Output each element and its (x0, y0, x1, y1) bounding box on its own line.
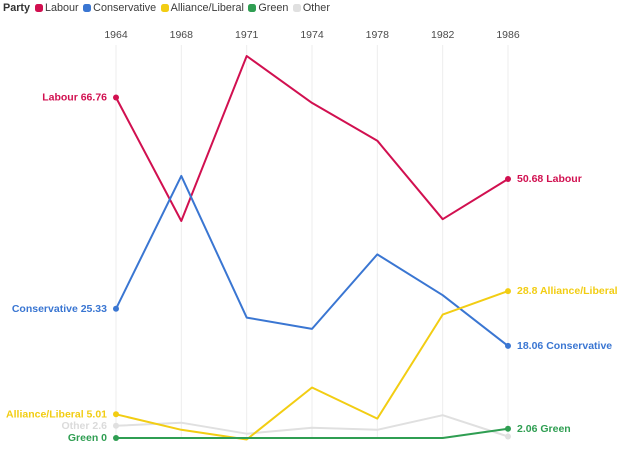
svg-text:1964: 1964 (104, 29, 128, 41)
svg-text:28.8 Alliance/Liberal: 28.8 Alliance/Liberal (517, 285, 618, 297)
svg-text:Conservative 25.33: Conservative 25.33 (12, 303, 107, 315)
svg-text:Alliance/Liberal 5.01: Alliance/Liberal 5.01 (6, 408, 107, 420)
svg-text:50.68 Labour: 50.68 Labour (517, 173, 582, 185)
svg-text:1982: 1982 (431, 29, 455, 41)
svg-text:1978: 1978 (366, 29, 390, 41)
svg-text:1968: 1968 (170, 29, 194, 41)
svg-text:1974: 1974 (300, 29, 324, 41)
svg-text:18.06 Conservative: 18.06 Conservative (517, 340, 612, 352)
svg-text:Other 2.6: Other 2.6 (61, 420, 107, 432)
svg-text:1971: 1971 (235, 29, 259, 41)
svg-text:1986: 1986 (496, 29, 520, 41)
svg-text:Green 0: Green 0 (68, 432, 107, 444)
svg-text:2.06 Green: 2.06 Green (517, 423, 571, 435)
svg-text:Labour 66.76: Labour 66.76 (42, 92, 107, 104)
